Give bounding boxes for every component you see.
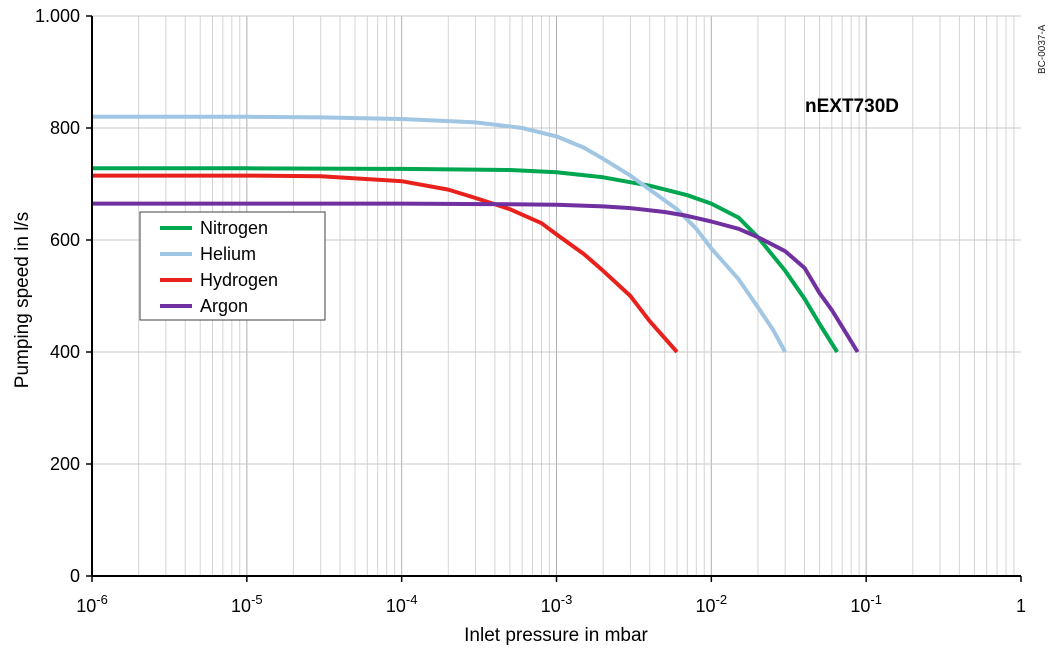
- x-tick-label: 10-5: [231, 592, 263, 616]
- x-tick-label: 10-2: [696, 592, 728, 616]
- grid: [91, 15, 1021, 577]
- y-tick-label: 200: [50, 454, 80, 474]
- legend: Nitrogen Helium Hydrogen Argon: [139, 211, 326, 321]
- x-tick-label: 1: [1016, 596, 1026, 616]
- y-tick-label: 0: [70, 566, 80, 586]
- axes: [86, 15, 1022, 582]
- y-tick-label: 400: [50, 342, 80, 362]
- y-tick-label: 800: [50, 118, 80, 138]
- series-line-helium: [92, 114, 787, 353]
- legend-label-argon: Argon: [200, 296, 248, 316]
- y-tick-label: 600: [50, 230, 80, 250]
- x-tick-label: 10-6: [76, 592, 108, 616]
- y-tick-label: 1.000: [35, 6, 80, 26]
- x-tick-label: 10-3: [541, 592, 573, 616]
- y-axis-title: Pumping speed in l/s: [12, 212, 33, 388]
- model-label: nEXT730D: [805, 96, 899, 117]
- doc-code-label: BC-0037-A: [1037, 24, 1048, 74]
- series-line-argon: [92, 201, 860, 354]
- x-tick-label: 10-4: [386, 592, 418, 616]
- legend-label-helium: Helium: [200, 244, 256, 264]
- x-tick-label: 10-1: [850, 592, 882, 616]
- series-layer: [92, 114, 860, 354]
- legend-label-nitrogen: Nitrogen: [200, 218, 268, 238]
- series-line-hydrogen: [92, 173, 679, 354]
- series-line-nitrogen: [92, 166, 839, 354]
- x-axis-title: Inlet pressure in mbar: [464, 625, 648, 646]
- tick-labels: 0 200 400 600 800 1.000 10-6 10-5 10-4 10-3 10-2 10…: [35, 6, 1026, 616]
- legend-label-hydrogen: Hydrogen: [200, 270, 278, 290]
